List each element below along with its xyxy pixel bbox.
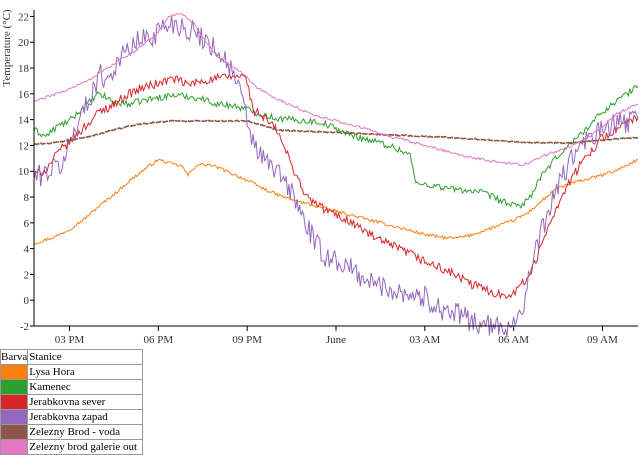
legend-swatch bbox=[0, 394, 29, 410]
legend-label: Lysa Hora bbox=[27, 364, 144, 380]
x-tick-label: 06 PM bbox=[144, 334, 174, 346]
legend-label: Jerabkovna zapad bbox=[27, 409, 144, 425]
y-tick-label: 6 bbox=[24, 218, 30, 230]
series-line-jerabkovna-sever bbox=[33, 71, 639, 300]
y-tick-label: 4 bbox=[24, 244, 30, 256]
legend-label: Zelezny brod galerie out bbox=[27, 439, 144, 455]
legend-row: Lysa Hora bbox=[0, 364, 144, 380]
y-tick-label: -2 bbox=[20, 321, 29, 333]
legend-header-color: Barva bbox=[0, 349, 29, 365]
y-tick-label: 14 bbox=[18, 115, 30, 127]
series-line-jerabkovna-zapad bbox=[33, 15, 639, 337]
x-tick-label: 03 PM bbox=[55, 334, 85, 346]
y-tick-label: 8 bbox=[24, 192, 30, 204]
legend-label: Zelezny Brod - voda bbox=[27, 424, 144, 440]
series-line-zelezny-brod-galerie-out bbox=[33, 13, 639, 167]
legend-header-row: Barva Stanice bbox=[0, 349, 144, 365]
x-tick-label: 06 AM bbox=[498, 334, 529, 346]
x-tick-label: 09 PM bbox=[232, 334, 262, 346]
legend-row: Zelezny brod galerie out bbox=[0, 439, 144, 455]
x-tick-label: 09 AM bbox=[587, 334, 618, 346]
legend-swatch bbox=[0, 439, 29, 455]
y-tick-label: 2 bbox=[24, 269, 30, 281]
y-tick-label: 22 bbox=[18, 11, 29, 23]
legend-row: Jerabkovna sever bbox=[0, 394, 144, 410]
y-tick-label: 10 bbox=[18, 166, 30, 178]
legend-body: Lysa Hora Kamenec Jerabkovna sever Jerabkov… bbox=[0, 364, 144, 455]
legend-label: Jerabkovna sever bbox=[27, 394, 144, 410]
series-line-zelezny-brod-voda bbox=[33, 119, 639, 146]
y-tick-label: 16 bbox=[18, 89, 30, 101]
legend-table: Barva Stanice Lysa Hora Kamenec Jerabkovna… bbox=[0, 349, 144, 455]
legend-header-station: Stanice bbox=[27, 349, 144, 365]
legend-row: Jerabkovna zapad bbox=[0, 409, 144, 425]
y-tick-label: 0 bbox=[24, 295, 30, 307]
y-tick-label: 18 bbox=[18, 63, 30, 75]
x-tick-label: June bbox=[326, 334, 346, 346]
legend-swatch bbox=[0, 364, 29, 380]
y-axis-title: Temperature (°C) bbox=[1, 9, 13, 87]
legend-swatch bbox=[0, 379, 29, 395]
legend-row: Zelezny Brod - voda bbox=[0, 424, 144, 440]
x-tick-label: 03 AM bbox=[409, 334, 440, 346]
axes-layer: Temperature (°C) -2 0 2 4 6 8 10 12 14 16 18 20 22 03… bbox=[1, 9, 638, 346]
series-line-kamenec bbox=[33, 85, 639, 210]
legend-swatch bbox=[0, 409, 29, 425]
series-line-lysa-hora bbox=[33, 158, 638, 245]
series-layer bbox=[33, 13, 639, 337]
legend-swatch bbox=[0, 424, 29, 440]
legend-row: Kamenec bbox=[0, 379, 144, 395]
y-tick-label: 12 bbox=[18, 140, 29, 152]
y-tick-label: 20 bbox=[18, 37, 30, 49]
temperature-chart: Temperature (°C) -2 0 2 4 6 8 10 12 14 16 18 20 22 03… bbox=[1, 9, 639, 346]
legend-label: Kamenec bbox=[27, 379, 144, 395]
